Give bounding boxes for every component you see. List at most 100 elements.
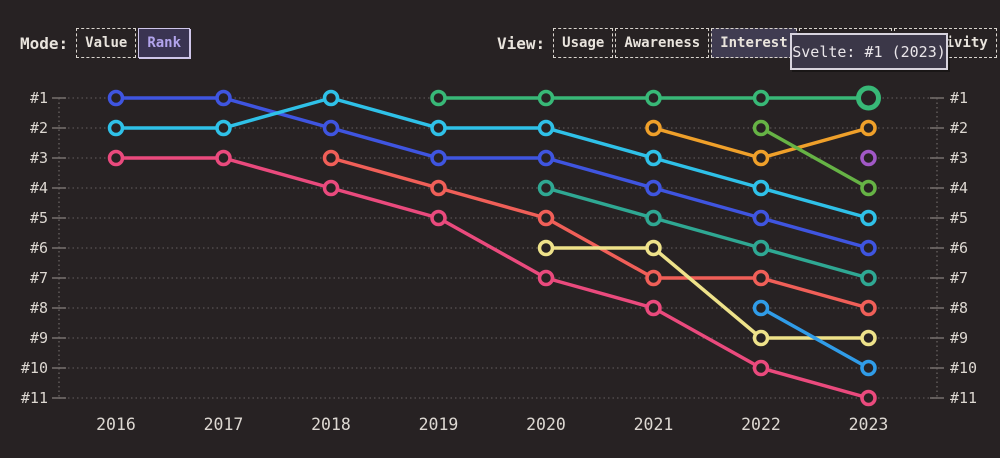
data-point-series-yellow[interactable] bbox=[752, 329, 770, 347]
data-point-series-yellow[interactable] bbox=[645, 239, 662, 257]
rank-label-left: #11 bbox=[21, 389, 48, 407]
view-option-awareness[interactable]: Awareness bbox=[615, 28, 710, 58]
rank-label-right: #7 bbox=[950, 269, 968, 287]
year-label: 2017 bbox=[204, 415, 244, 434]
rank-label-left: #7 bbox=[30, 269, 48, 287]
data-point-series-teal[interactable] bbox=[645, 209, 662, 227]
data-point-series-pink[interactable] bbox=[215, 149, 232, 167]
rank-label-left: #4 bbox=[30, 179, 48, 197]
series-line-series-teal bbox=[544, 186, 871, 280]
data-point-series-yellow[interactable] bbox=[860, 329, 877, 347]
view-label: View: bbox=[497, 33, 546, 53]
rank-label-right: #10 bbox=[950, 359, 977, 377]
data-point-series-red[interactable] bbox=[430, 179, 447, 197]
rank-label-right: #1 bbox=[950, 89, 968, 107]
data-point-series-pink[interactable] bbox=[645, 299, 662, 317]
rank-label-left: #6 bbox=[30, 239, 48, 257]
data-point-series-blue[interactable] bbox=[322, 119, 340, 137]
mode-option-rank[interactable]: Rank bbox=[138, 28, 191, 58]
data-point-series-red[interactable] bbox=[322, 149, 340, 167]
data-point-series-blue[interactable] bbox=[860, 239, 877, 257]
series-line-series-lime bbox=[759, 126, 871, 190]
view-option-interest[interactable]: Interest bbox=[711, 28, 797, 58]
mode-option-value[interactable]: Value bbox=[76, 28, 137, 58]
rank-label-right: #4 bbox=[950, 179, 968, 197]
data-point-series-orange[interactable] bbox=[645, 119, 662, 137]
data-point-series-cyan[interactable] bbox=[860, 209, 877, 227]
rank-label-left: #8 bbox=[30, 299, 48, 317]
data-point-svelte[interactable] bbox=[537, 89, 555, 107]
tooltip-text: Svelte: #1 (2023) bbox=[792, 42, 946, 61]
data-point-svelte[interactable] bbox=[645, 89, 662, 107]
rank-label-right: #8 bbox=[950, 299, 968, 317]
data-point-series-blue[interactable] bbox=[107, 89, 125, 107]
data-point-series-red[interactable] bbox=[860, 299, 877, 317]
data-point-series-blue[interactable] bbox=[430, 149, 447, 167]
data-point-series-blue[interactable] bbox=[752, 209, 770, 227]
data-point-series-orange[interactable] bbox=[860, 119, 877, 137]
data-point-series-blue[interactable] bbox=[537, 149, 555, 167]
mode-button-row: Value Rank bbox=[76, 28, 191, 58]
rank-label-right: #2 bbox=[950, 119, 968, 137]
data-point-series-cyan[interactable] bbox=[107, 119, 125, 137]
data-point-svelte[interactable] bbox=[430, 89, 447, 107]
data-point-series-lime[interactable] bbox=[860, 179, 877, 197]
data-point-series-teal[interactable] bbox=[752, 239, 770, 257]
data-point-series-cyan[interactable] bbox=[215, 119, 232, 137]
rank-label-right: #9 bbox=[950, 329, 968, 347]
data-point-series-cyan[interactable] bbox=[537, 119, 555, 137]
year-label: 2016 bbox=[96, 415, 136, 434]
data-point-series-cyan[interactable] bbox=[430, 119, 447, 137]
data-point-series-blue[interactable] bbox=[215, 89, 232, 107]
data-point-series-cyan[interactable] bbox=[645, 149, 662, 167]
rank-label-left: #10 bbox=[21, 359, 48, 377]
data-point-series-lime[interactable] bbox=[752, 119, 770, 137]
data-point-series-pink[interactable] bbox=[322, 179, 340, 197]
data-point-series-pink[interactable] bbox=[537, 269, 555, 287]
rank-label-right: #6 bbox=[950, 239, 968, 257]
series-line-series-sky bbox=[759, 306, 871, 370]
data-point-series-red[interactable] bbox=[645, 269, 662, 287]
series-line-series-cyan bbox=[114, 96, 871, 220]
data-point-series-cyan[interactable] bbox=[322, 89, 340, 107]
year-label: 2018 bbox=[311, 415, 351, 434]
rank-label-right: #11 bbox=[950, 389, 977, 407]
series-line-series-red bbox=[329, 156, 871, 310]
series-line-series-blue bbox=[114, 96, 871, 250]
data-point-series-pink[interactable] bbox=[107, 149, 125, 167]
year-label: 2023 bbox=[849, 415, 889, 434]
data-point-series-cyan[interactable] bbox=[752, 179, 770, 197]
data-point-series-teal[interactable] bbox=[537, 179, 555, 197]
data-point-series-orange[interactable] bbox=[752, 149, 770, 167]
view-option-usage[interactable]: Usage bbox=[553, 28, 614, 58]
data-point-series-pink[interactable] bbox=[430, 209, 447, 227]
series-line-series-pink bbox=[114, 156, 871, 400]
data-point-svelte[interactable] bbox=[752, 89, 770, 107]
year-label: 2020 bbox=[526, 415, 566, 434]
mode-control-group: Mode: Value Rank bbox=[20, 28, 191, 58]
data-point-series-sky[interactable] bbox=[860, 359, 877, 377]
year-label: 2019 bbox=[419, 415, 459, 434]
year-label: 2021 bbox=[634, 415, 674, 434]
data-point-series-purple[interactable] bbox=[860, 149, 877, 167]
rank-label-right: #3 bbox=[950, 149, 968, 167]
data-point-series-sky[interactable] bbox=[752, 299, 770, 317]
rank-label-right: #5 bbox=[950, 209, 968, 227]
mode-label: Mode: bbox=[20, 33, 69, 53]
data-point-series-yellow[interactable] bbox=[537, 239, 555, 257]
data-point-series-pink[interactable] bbox=[752, 359, 770, 377]
data-point-series-blue[interactable] bbox=[645, 179, 662, 197]
rank-label-left: #1 bbox=[30, 89, 48, 107]
tooltip: Svelte: #1 (2023) bbox=[790, 33, 948, 70]
rank-label-left: #5 bbox=[30, 209, 48, 227]
highlighted-data-point-svelte[interactable] bbox=[856, 85, 881, 111]
data-point-series-pink[interactable] bbox=[860, 389, 877, 407]
data-point-series-teal[interactable] bbox=[860, 269, 877, 287]
data-point-series-red[interactable] bbox=[752, 269, 770, 287]
year-label: 2022 bbox=[741, 415, 781, 434]
rank-label-left: #9 bbox=[30, 329, 48, 347]
data-point-series-red[interactable] bbox=[537, 209, 555, 227]
rank-label-left: #2 bbox=[30, 119, 48, 137]
